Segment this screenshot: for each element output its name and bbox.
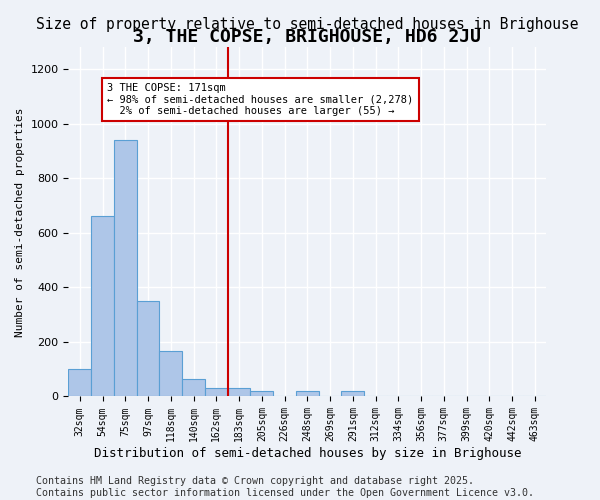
Text: Contains HM Land Registry data © Crown copyright and database right 2025.
Contai: Contains HM Land Registry data © Crown c… bbox=[36, 476, 534, 498]
Title: 3, THE COPSE, BRIGHOUSE, HD6 2JU: 3, THE COPSE, BRIGHOUSE, HD6 2JU bbox=[133, 28, 481, 46]
Bar bbox=[137, 301, 160, 396]
Y-axis label: Number of semi-detached properties: Number of semi-detached properties bbox=[15, 107, 25, 336]
Bar bbox=[68, 369, 91, 396]
Bar bbox=[227, 388, 250, 396]
Bar bbox=[341, 391, 364, 396]
Bar bbox=[182, 378, 205, 396]
Bar bbox=[205, 388, 227, 396]
Bar bbox=[114, 140, 137, 396]
Bar bbox=[296, 391, 319, 396]
Text: Size of property relative to semi-detached houses in Brighouse: Size of property relative to semi-detach… bbox=[36, 16, 578, 32]
Bar bbox=[160, 352, 182, 397]
Bar bbox=[250, 391, 273, 396]
Bar bbox=[91, 216, 114, 396]
X-axis label: Distribution of semi-detached houses by size in Brighouse: Distribution of semi-detached houses by … bbox=[94, 447, 521, 460]
Text: 3 THE COPSE: 171sqm
← 98% of semi-detached houses are smaller (2,278)
  2% of se: 3 THE COPSE: 171sqm ← 98% of semi-detach… bbox=[107, 83, 413, 116]
